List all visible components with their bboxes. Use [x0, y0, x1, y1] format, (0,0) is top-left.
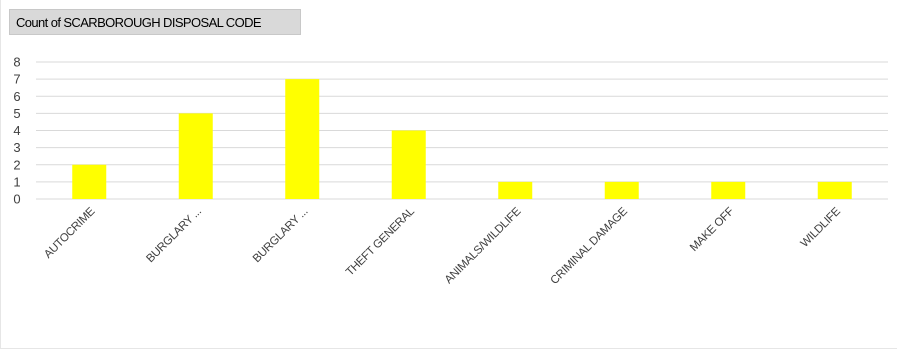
bars — [72, 79, 852, 199]
y-tick-label: 2 — [13, 157, 20, 172]
pivot-field-button[interactable]: Count of SCARBOROUGH DISPOSAL CODE — [9, 9, 301, 35]
bar — [178, 113, 213, 199]
x-category-label: ANIMALS/WILDLIFE — [443, 205, 524, 286]
x-category-label: BURGLARY ... — [144, 206, 203, 265]
x-category-label: CRIMINAL DAMAGE — [549, 205, 631, 287]
y-tick-label: 1 — [13, 174, 20, 189]
bar — [498, 181, 533, 199]
y-tick-label: 0 — [13, 192, 20, 207]
y-tick-label: 6 — [13, 89, 20, 104]
x-axis-labels: AUTOCRIME BURGLARY ... BURGLARY ... THEFT G… — [42, 205, 843, 287]
y-tick-label: 5 — [13, 106, 20, 121]
y-tick-label: 3 — [13, 140, 20, 155]
x-category-label: THEFT GENERAL — [344, 205, 418, 279]
bar — [817, 181, 852, 199]
x-category-label: BURGLARY ... — [251, 206, 310, 265]
x-category-label: AUTOCRIME — [42, 205, 98, 261]
y-tick-label: 4 — [13, 123, 20, 138]
bar — [711, 181, 746, 199]
frame-left-border — [0, 0, 1, 349]
bar — [604, 181, 639, 199]
y-tick-label: 7 — [13, 72, 20, 87]
bar — [72, 164, 107, 199]
x-category-label: MAKE OFF — [688, 205, 737, 254]
y-tick-label: 8 — [13, 55, 20, 70]
x-category-label: WILDLIFE — [799, 205, 844, 250]
bar — [391, 130, 426, 199]
bar — [285, 79, 320, 199]
gridlines — [36, 61, 888, 200]
y-axis-ticks: 0 1 2 3 4 5 6 7 8 — [13, 55, 20, 207]
